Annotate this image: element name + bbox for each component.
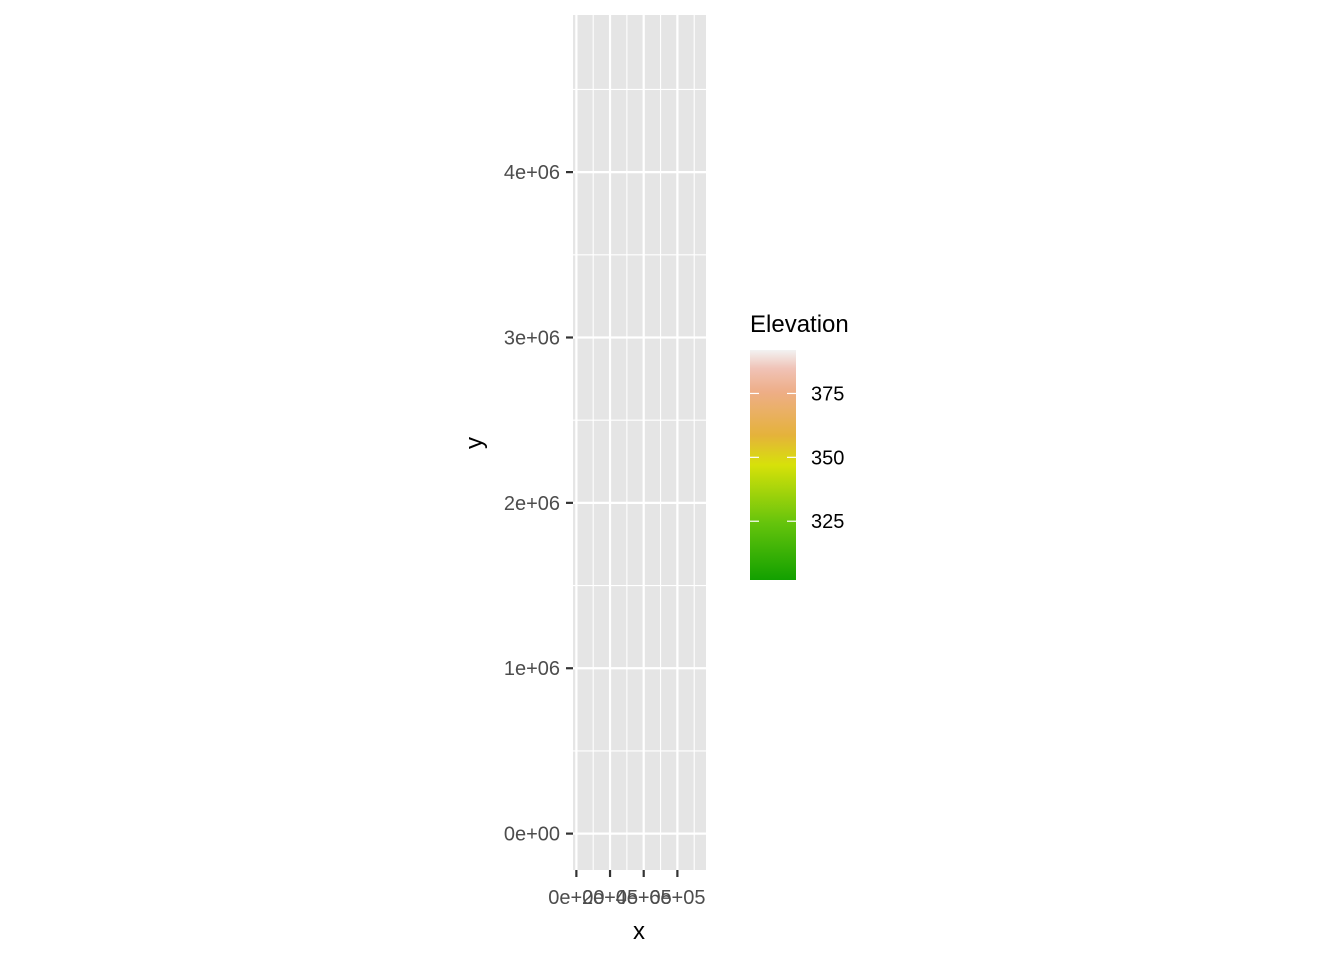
legend-colorbar <box>750 350 796 580</box>
y-tick-label: 1e+06 <box>504 658 560 680</box>
y-tick-label: 3e+06 <box>504 327 560 349</box>
x-tick-label: 0e+00 <box>548 887 604 909</box>
legend-ticks: 325 350 375 <box>750 383 844 533</box>
major-gridlines <box>573 15 706 870</box>
x-tick-label: 4e+05 <box>616 887 672 909</box>
y-tick-label: 0e+00 <box>504 824 560 846</box>
legend-tick-label: 325 <box>811 511 844 533</box>
x-tick-label: 6e+05 <box>649 887 705 909</box>
x-axis-title: x <box>633 918 645 945</box>
plot-panel <box>573 15 706 870</box>
legend-tick-label: 350 <box>811 447 844 469</box>
y-axis-title: y <box>461 437 488 449</box>
legend-tick-label: 375 <box>811 383 844 405</box>
y-tick-label: 2e+06 <box>504 493 560 515</box>
y-tick-label: 4e+06 <box>504 162 560 184</box>
x-tick-label: 2e+05 <box>582 887 638 909</box>
elevation-legend: Elevation 325 350 375 <box>750 311 849 580</box>
y-axis: 0e+00 1e+06 2e+06 3e+06 4e+06 <box>504 162 573 846</box>
minor-gridlines <box>573 15 706 870</box>
legend-title: Elevation <box>750 311 849 338</box>
